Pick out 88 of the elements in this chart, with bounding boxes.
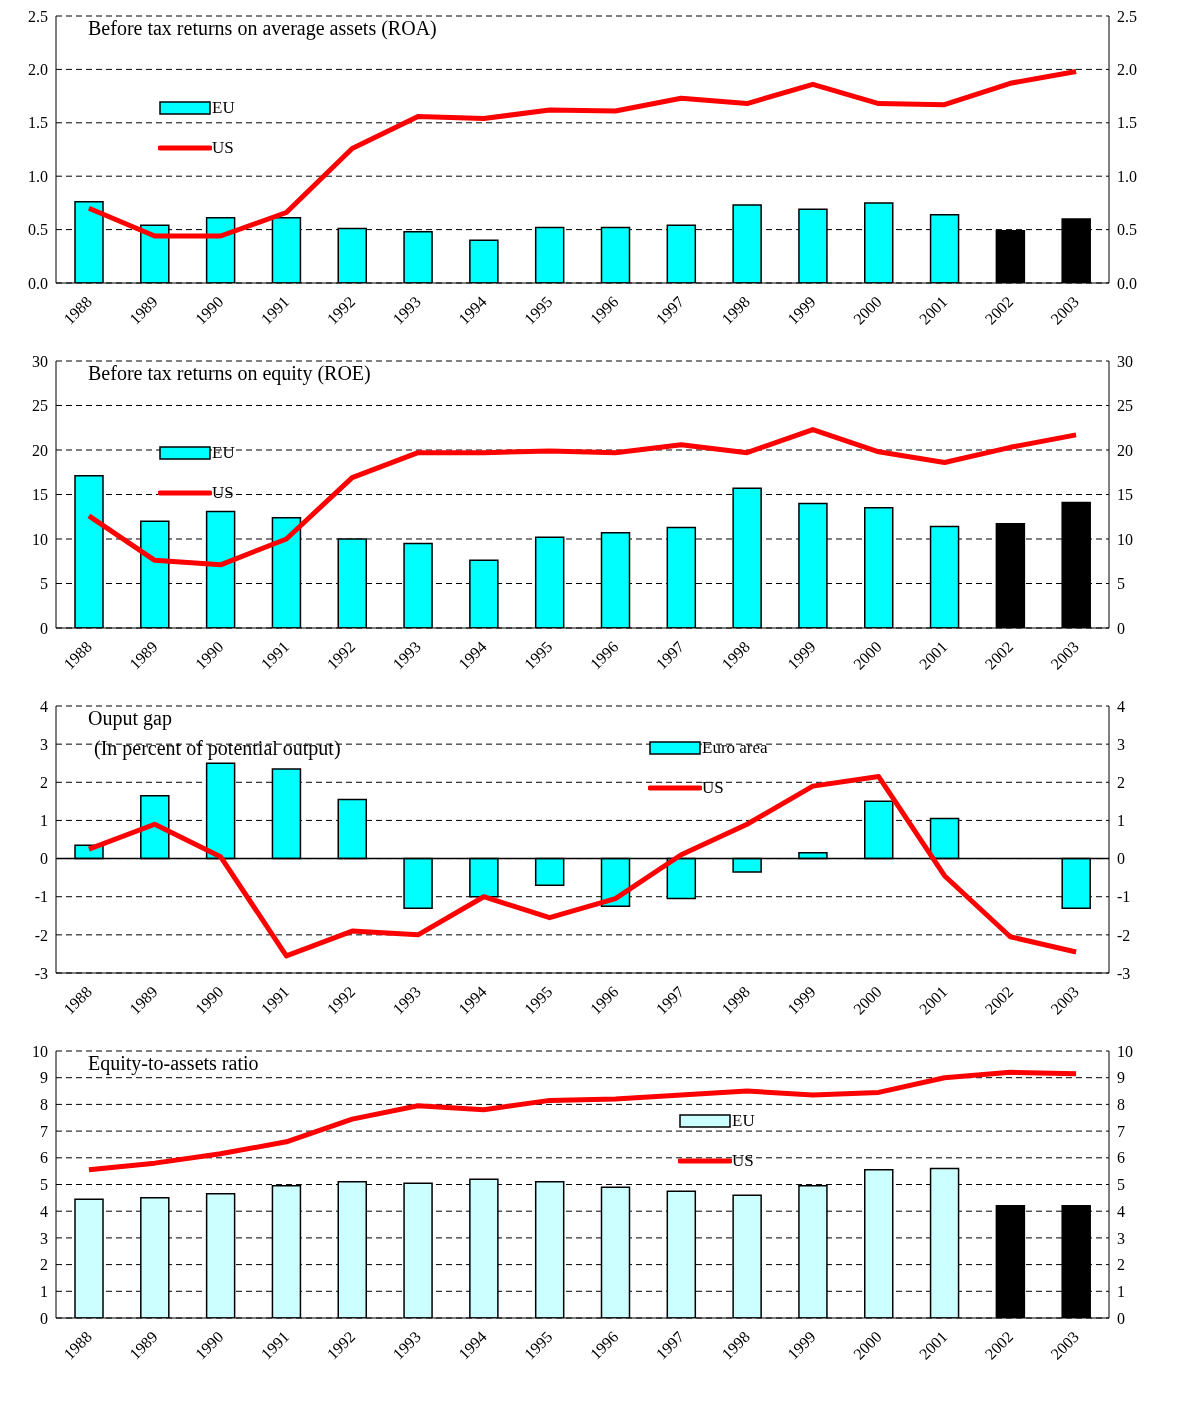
y2-tick-label: -1 (1117, 888, 1131, 906)
y2-tick-label: 1 (1117, 1282, 1125, 1300)
y2-tick-label: 4 (1117, 697, 1125, 715)
y-tick-label: 1.0 (28, 167, 48, 185)
x-tick-label: 1989 (126, 292, 161, 328)
x-tick-label: 1999 (784, 982, 819, 1018)
y-tick-label: 25 (32, 397, 48, 415)
y2-tick-label: 2 (1117, 773, 1125, 791)
legend-label: US (702, 778, 724, 798)
y2-tick-label: 5 (1117, 575, 1125, 593)
y-tick-label: 3 (40, 1229, 48, 1247)
y2-tick-label: 3 (1117, 1229, 1125, 1247)
y-tick-label: 9 (40, 1069, 48, 1087)
y2-tick-label: -3 (1117, 964, 1131, 982)
y-tick-label: -3 (34, 964, 48, 982)
y2-tick-label: 2.0 (1117, 61, 1137, 79)
x-tick-label: 1999 (784, 1327, 819, 1363)
y-tick-label: 0 (40, 619, 48, 637)
y2-tick-label: 0 (1117, 619, 1125, 637)
y2-tick-label: 1.0 (1117, 167, 1137, 185)
y-tick-label: 15 (32, 486, 48, 504)
y2-tick-label: 10 (1117, 530, 1133, 548)
chart-title: Equity-to-assets ratio (88, 1051, 259, 1075)
x-tick-label: 1994 (455, 1327, 490, 1363)
y-tick-label: 3 (40, 735, 48, 753)
y-tick-label: 2 (40, 773, 48, 791)
y-tick-label: 0.5 (28, 221, 48, 239)
x-tick-label: 1994 (455, 982, 490, 1018)
x-tick-label: 1999 (784, 292, 819, 328)
y-tick-label: 10 (32, 530, 48, 548)
y2-tick-label: 1.5 (1117, 114, 1137, 132)
y-tick-label: 4 (40, 697, 48, 715)
x-tick-label: 1994 (455, 292, 490, 328)
y-tick-label: 1 (40, 812, 48, 830)
y-tick-label: 0 (40, 850, 48, 868)
y2-tick-label: 3 (1117, 735, 1125, 753)
y-tick-label: 30 (32, 352, 48, 370)
legend-label: EU (212, 98, 235, 118)
y-tick-label: 2.5 (28, 7, 48, 25)
y2-tick-label: 5 (1117, 1176, 1125, 1194)
y2-tick-label: 25 (1117, 397, 1133, 415)
y-tick-label: 1.5 (28, 114, 48, 132)
y2-tick-label: 8 (1117, 1096, 1125, 1114)
y2-tick-label: 15 (1117, 486, 1133, 504)
y-tick-label: 1 (40, 1282, 48, 1300)
y-tick-label: -2 (34, 926, 48, 944)
y2-tick-label: 0 (1117, 850, 1125, 868)
y2-tick-label: 7 (1117, 1122, 1125, 1140)
y-tick-label: -1 (34, 888, 48, 906)
y2-tick-label: 2.5 (1117, 7, 1137, 25)
y2-tick-label: 1 (1117, 812, 1125, 830)
chart-title: Before tax returns on equity (ROE) (88, 361, 371, 385)
chart-title: Before tax returns on average assets (ROA) (88, 16, 437, 40)
y2-tick-label: 30 (1117, 352, 1133, 370)
y-tick-label: 7 (40, 1122, 48, 1140)
chart-title: Ouput gap (88, 706, 173, 730)
x-tick-label: 1989 (126, 1327, 161, 1363)
x-tick-label: 1989 (126, 982, 161, 1018)
y-tick-label: 2.0 (28, 61, 48, 79)
y2-tick-label: 0.5 (1117, 221, 1137, 239)
legend-label: EU (732, 1111, 755, 1131)
y2-tick-label: 10 (1117, 1042, 1133, 1060)
y2-tick-label: -2 (1117, 926, 1131, 944)
y2-tick-label: 6 (1117, 1149, 1125, 1167)
y-tick-label: 10 (32, 1042, 48, 1060)
legend-label: US (732, 1151, 754, 1171)
x-tick-label: 1989 (126, 637, 161, 673)
y2-tick-label: 0 (1117, 1309, 1125, 1327)
y-tick-label: 2 (40, 1256, 48, 1274)
y-tick-label: 6 (40, 1149, 48, 1167)
y-tick-label: 0 (40, 1309, 48, 1327)
legend-label: US (212, 483, 234, 503)
y2-tick-label: 2 (1117, 1256, 1125, 1274)
y-tick-label: 5 (40, 575, 48, 593)
y2-tick-label: 20 (1117, 441, 1133, 459)
y-tick-label: 4 (40, 1202, 48, 1220)
x-tick-label: 1999 (784, 637, 819, 673)
y-tick-label: 20 (32, 441, 48, 459)
y-tick-label: 5 (40, 1176, 48, 1194)
x-tick-label: 1994 (455, 637, 490, 673)
y2-tick-label: 0.0 (1117, 274, 1137, 292)
y-tick-label: 0.0 (28, 274, 48, 292)
y2-tick-label: 9 (1117, 1069, 1125, 1087)
y2-tick-label: 4 (1117, 1202, 1125, 1220)
legend-label: US (212, 138, 234, 158)
legend-label: Euro area (702, 738, 768, 758)
y-tick-label: 8 (40, 1096, 48, 1114)
legend-label: EU (212, 443, 235, 463)
